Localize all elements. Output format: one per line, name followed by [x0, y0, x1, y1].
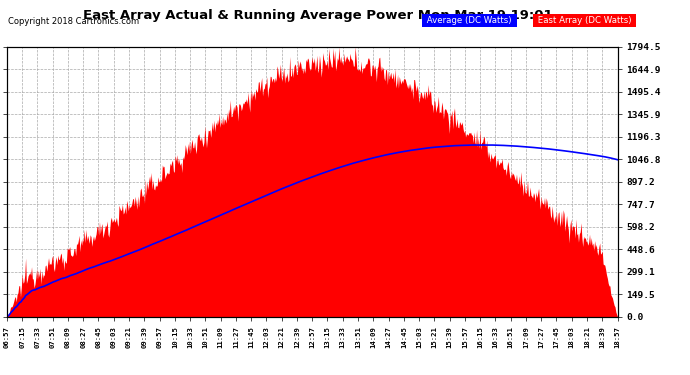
Text: Average (DC Watts): Average (DC Watts) [424, 16, 515, 25]
Text: Copyright 2018 Cartronics.com: Copyright 2018 Cartronics.com [8, 17, 139, 26]
Text: East Array (DC Watts): East Array (DC Watts) [535, 16, 634, 25]
Text: East Array Actual & Running Average Power Mon Mar 19 19:01: East Array Actual & Running Average Powe… [83, 9, 552, 22]
